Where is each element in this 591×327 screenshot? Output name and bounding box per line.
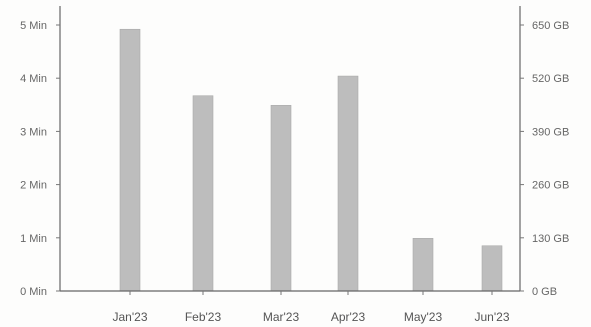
x-tick-label: Apr'23 xyxy=(331,310,366,324)
bar xyxy=(412,238,434,292)
x-tick-label: May'23 xyxy=(404,310,443,324)
bar xyxy=(337,75,359,292)
left-y-tick-label: 0 Min xyxy=(20,286,47,298)
bar xyxy=(270,105,292,292)
right-y-tick-label: 130 GB xyxy=(532,233,569,245)
left-y-axis: 0 Min 1 Min 2 Min 3 Min 4 Min 5 Min xyxy=(20,6,61,298)
x-tick-label: Jun'23 xyxy=(475,310,510,324)
x-tick-label: Jan'23 xyxy=(113,310,148,324)
x-tick-label: Mar'23 xyxy=(263,310,300,324)
right-y-axis: 0 GB 130 GB 260 GB 390 GB 520 GB 650 GB xyxy=(519,6,569,298)
right-y-tick-label: 0 GB xyxy=(532,286,557,298)
x-axis: Jan'23 Feb'23 Mar'23 Apr'23 May'23 Jun'23 xyxy=(60,290,520,324)
bar xyxy=(481,245,503,292)
right-y-tick-label: 390 GB xyxy=(532,126,569,138)
left-y-tick-label: 4 Min xyxy=(20,73,47,85)
bar xyxy=(119,28,141,292)
right-y-tick-label: 520 GB xyxy=(532,73,569,85)
left-y-tick-label: 1 Min xyxy=(20,233,47,245)
right-y-tick-label: 260 GB xyxy=(532,180,569,192)
right-y-tick-label: 650 GB xyxy=(532,20,569,32)
bars xyxy=(119,28,503,292)
left-y-tick-label: 5 Min xyxy=(20,20,47,32)
left-y-tick-label: 3 Min xyxy=(20,126,47,138)
x-tick-label: Feb'23 xyxy=(185,310,222,324)
bar xyxy=(192,95,214,292)
left-y-tick-label: 2 Min xyxy=(20,180,47,192)
